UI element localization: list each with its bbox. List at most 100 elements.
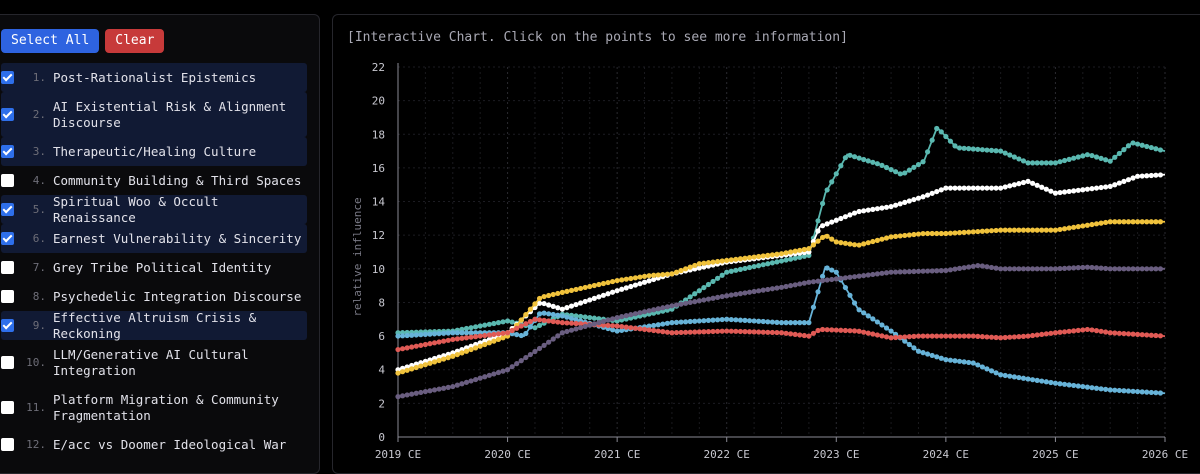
data-point[interactable]: [842, 284, 849, 291]
data-point[interactable]: [619, 277, 625, 283]
data-point[interactable]: [915, 195, 922, 201]
data-point[interactable]: [806, 246, 812, 252]
data-point[interactable]: [1048, 266, 1054, 272]
data-point[interactable]: [847, 292, 853, 298]
data-point[interactable]: [609, 289, 616, 295]
data-point[interactable]: [911, 268, 917, 275]
data-point[interactable]: [792, 282, 798, 288]
data-point[interactable]: [564, 320, 570, 326]
data-point[interactable]: [1080, 223, 1086, 229]
data-point[interactable]: [463, 348, 470, 354]
data-point[interactable]: [523, 330, 529, 337]
data-point[interactable]: [778, 284, 785, 290]
data-point[interactable]: [966, 333, 972, 339]
data-point[interactable]: [897, 334, 903, 340]
data-point[interactable]: [527, 306, 533, 312]
data-point[interactable]: [924, 268, 931, 274]
data-point[interactable]: [614, 277, 620, 284]
data-point[interactable]: [879, 333, 885, 339]
data-point[interactable]: [441, 330, 447, 336]
data-point[interactable]: [468, 378, 474, 384]
data-point[interactable]: [395, 394, 401, 400]
data-point[interactable]: [806, 279, 812, 285]
data-point[interactable]: [427, 388, 433, 394]
data-point[interactable]: [746, 329, 753, 335]
data-point[interactable]: [1034, 227, 1040, 233]
data-point[interactable]: [646, 278, 652, 284]
data-point[interactable]: [829, 219, 835, 225]
data-point[interactable]: [815, 289, 821, 295]
data-point[interactable]: [1061, 265, 1068, 271]
data-point[interactable]: [861, 310, 867, 316]
data-point[interactable]: [1066, 265, 1072, 271]
data-point[interactable]: [413, 343, 419, 349]
data-point[interactable]: [934, 230, 940, 237]
data-point[interactable]: [733, 267, 739, 273]
data-point[interactable]: [815, 218, 821, 224]
data-point[interactable]: [669, 330, 675, 336]
data-point[interactable]: [952, 333, 958, 339]
data-point[interactable]: [856, 242, 862, 248]
data-point[interactable]: [619, 314, 625, 320]
data-point[interactable]: [988, 334, 995, 340]
data-point[interactable]: [956, 265, 963, 271]
data-point[interactable]: [943, 357, 949, 363]
data-point[interactable]: [792, 320, 798, 326]
data-point[interactable]: [1144, 266, 1150, 272]
data-point[interactable]: [924, 149, 931, 155]
data-point[interactable]: [1144, 143, 1150, 150]
data-point[interactable]: [865, 330, 871, 336]
data-point[interactable]: [769, 252, 775, 258]
data-point[interactable]: [975, 146, 981, 152]
data-point[interactable]: [710, 328, 716, 335]
data-point[interactable]: [431, 331, 438, 337]
data-point[interactable]: [861, 156, 867, 163]
data-point[interactable]: [1144, 332, 1150, 338]
data-point[interactable]: [751, 329, 757, 335]
data-point[interactable]: [724, 257, 730, 264]
data-point[interactable]: [660, 305, 666, 311]
data-point[interactable]: [404, 345, 410, 351]
data-point[interactable]: [614, 288, 620, 294]
data-point[interactable]: [751, 263, 757, 270]
data-point[interactable]: [582, 323, 588, 330]
data-point[interactable]: [422, 388, 428, 395]
data-point[interactable]: [1112, 266, 1118, 272]
data-point[interactable]: [1075, 224, 1081, 230]
data-point[interactable]: [961, 265, 967, 271]
data-point[interactable]: [842, 275, 849, 281]
data-point[interactable]: [683, 329, 689, 335]
data-point[interactable]: [614, 323, 620, 329]
data-point[interactable]: [514, 325, 520, 331]
data-point[interactable]: [879, 205, 885, 211]
data-point[interactable]: [1093, 154, 1100, 160]
data-point[interactable]: [961, 359, 967, 365]
data-point[interactable]: [436, 339, 442, 345]
data-point[interactable]: [906, 341, 912, 348]
data-point[interactable]: [600, 280, 607, 287]
data-point[interactable]: [984, 147, 990, 153]
data-point[interactable]: [861, 241, 867, 247]
data-point[interactable]: [801, 280, 807, 286]
data-point[interactable]: [568, 320, 575, 326]
data-point[interactable]: [1112, 387, 1118, 393]
data-point[interactable]: [1039, 227, 1045, 233]
data-point[interactable]: [463, 330, 470, 336]
data-point[interactable]: [669, 320, 675, 326]
data-point[interactable]: [915, 161, 922, 168]
data-point[interactable]: [477, 333, 483, 339]
data-point[interactable]: [993, 370, 999, 376]
data-point[interactable]: [550, 336, 556, 342]
data-point[interactable]: [719, 328, 725, 334]
data-point[interactable]: [637, 281, 643, 287]
data-point[interactable]: [710, 317, 716, 323]
data-point[interactable]: [742, 317, 748, 323]
data-point[interactable]: [422, 362, 428, 368]
data-point[interactable]: [1011, 374, 1017, 380]
data-point[interactable]: [504, 330, 511, 336]
data-point[interactable]: [1007, 183, 1013, 189]
data-point[interactable]: [660, 321, 666, 327]
data-point[interactable]: [797, 254, 803, 260]
data-point[interactable]: [1007, 266, 1013, 272]
data-point[interactable]: [760, 253, 766, 259]
